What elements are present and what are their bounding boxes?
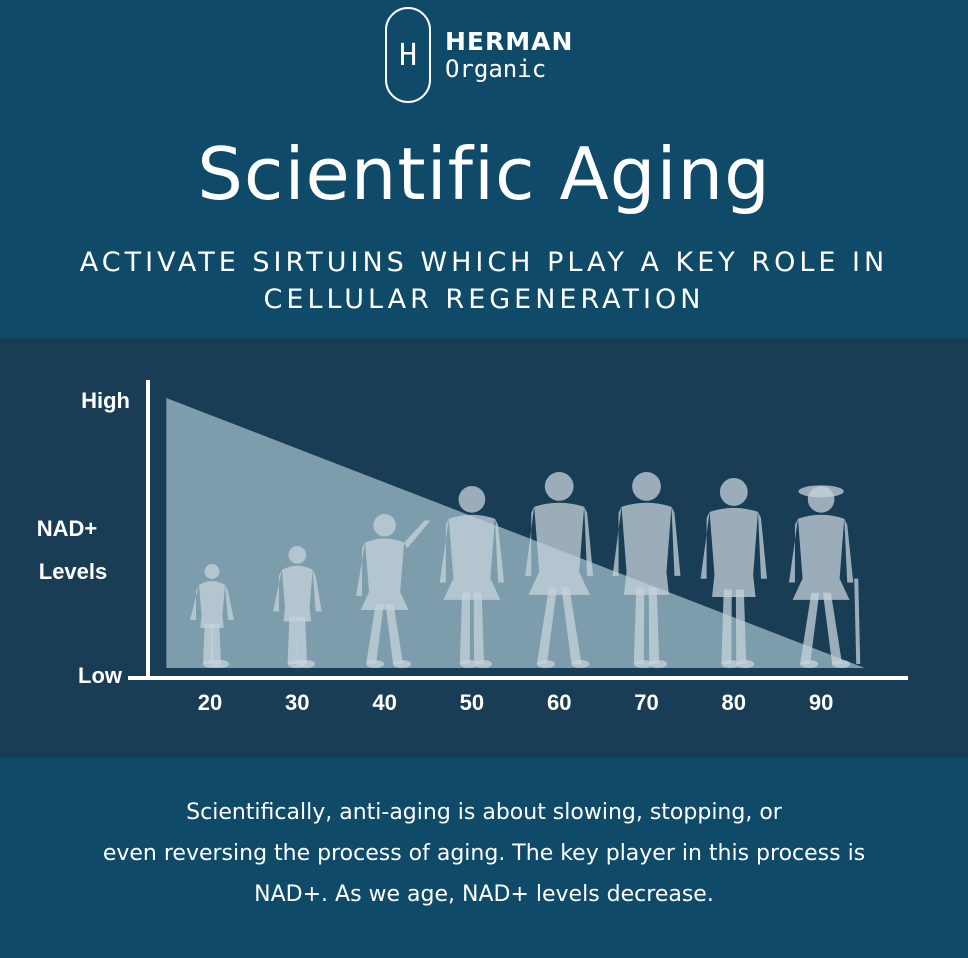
silhouettes [190,472,861,668]
subtitle-line-2: CELLULAR REGENERATION [263,284,705,315]
x-tick-90: 90 [809,690,833,715]
y-tick-high: High [81,388,130,413]
x-tick-70: 70 [634,690,658,715]
footer-line-1: Scientifically, anti-aging is about slow… [186,800,782,825]
silhouette-age-80 [700,478,767,668]
brand-logo: H HERMAN Organic [385,6,573,104]
silhouette-age-90 [788,485,861,668]
footer-line-3: NAD+. As we age, NAD+ levels decrease. [254,882,714,907]
nad-level-area [166,398,865,668]
silhouette-age-70 [612,472,681,668]
brand-badge-icon: H [385,7,431,103]
x-tick-80: 80 [722,690,746,715]
silhouette-age-40 [356,514,431,668]
x-tick-40: 40 [372,690,396,715]
x-tick-20: 20 [198,690,222,715]
brand-subname: Organic [445,54,547,83]
footer-description: Scientifically, anti-aging is about slow… [50,792,918,915]
y-axis-label-line-1: NAD+ [37,516,98,541]
nad-chart: High Low NAD+ Levels 20 30 40 50 60 70 80 90 [37,380,908,715]
footer: Scientifically, anti-aging is about slow… [0,758,968,958]
page-title: Scientific Aging [197,132,771,216]
silhouette-age-20 [190,564,234,668]
x-tick-60: 60 [547,690,571,715]
subtitle-line-1: ACTIVATE SIRTUINS WHICH PLAY A KEY ROLE … [79,247,889,278]
silhouette-age-60 [525,472,594,668]
x-tick-30: 30 [285,690,309,715]
silhouette-age-30 [272,546,322,668]
x-tick-labels: 20 30 40 50 60 70 80 90 [198,690,834,715]
footer-line-2: even reversing the process of aging. The… [102,841,866,866]
chart-panel: High Low NAD+ Levels 20 30 40 50 60 70 80 90 [0,338,968,758]
y-tick-low: Low [78,663,123,688]
brand-name: HERMAN [445,27,574,57]
silhouette-age-50 [439,486,505,668]
x-tick-50: 50 [460,690,484,715]
header: H HERMAN Organic Scientific Aging ACTIVA… [0,0,968,338]
brand-text: HERMAN Organic [445,28,573,82]
y-axis-label-line-2: Levels [39,559,108,584]
page-subtitle: ACTIVATE SIRTUINS WHICH PLAY A KEY ROLE … [40,244,928,318]
